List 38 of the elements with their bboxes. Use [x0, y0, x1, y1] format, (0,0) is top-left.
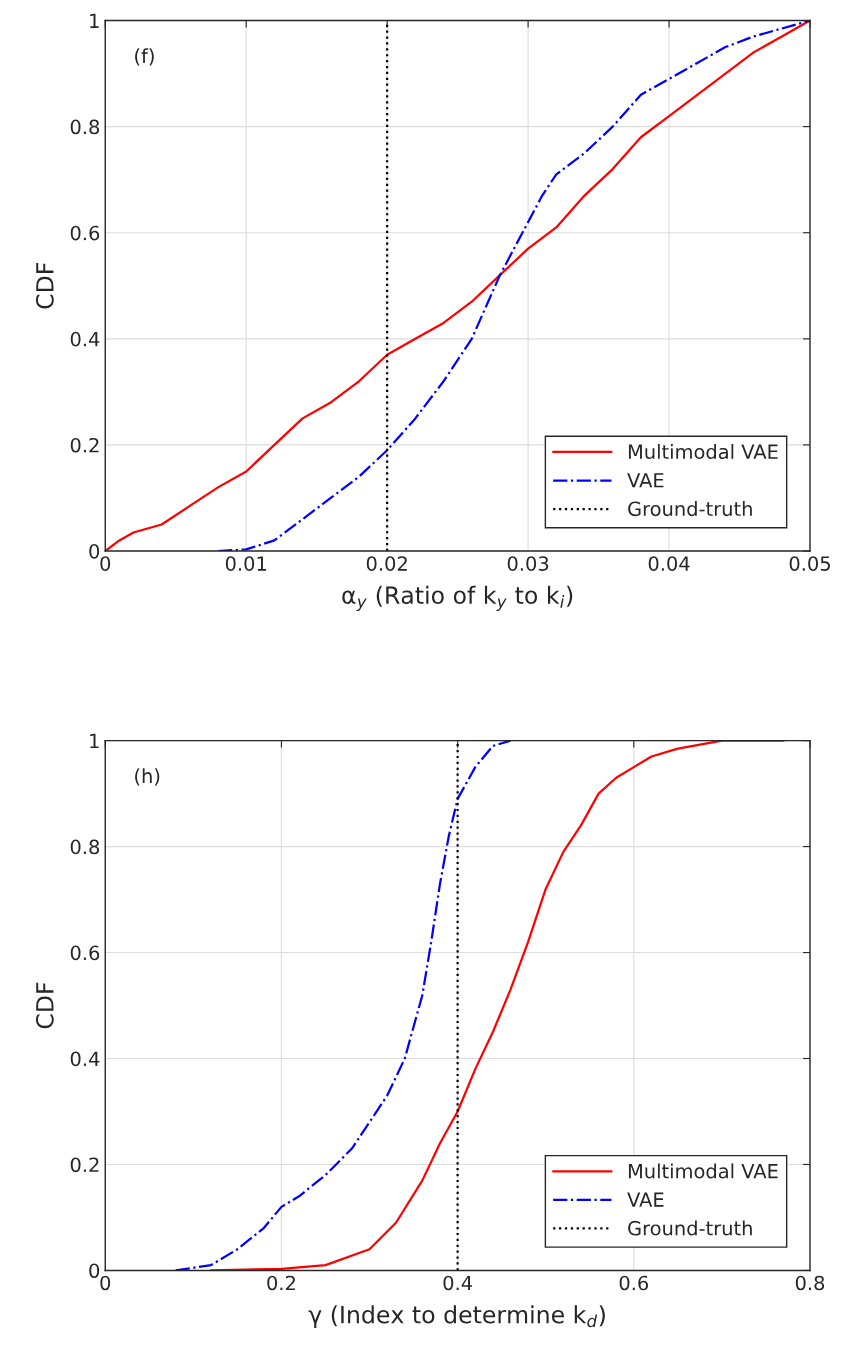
x-axis-title: γ (Index to determine k$_{d}$) — [308, 1305, 605, 1329]
y-tick-label: 0.6 — [70, 225, 100, 241]
x-tick-label: 0.2 — [267, 1275, 295, 1291]
x-tick-label: 0.4 — [443, 1275, 472, 1291]
legend-label: VAE — [627, 473, 664, 488]
y-tick-label: 0.4 — [70, 1051, 100, 1067]
line-series — [209, 740, 785, 1271]
y-tick-label: 0.2 — [70, 437, 99, 453]
y-tick-label: 0.8 — [70, 839, 100, 855]
x-tick-label: 0.8 — [795, 1275, 825, 1291]
legend-label: Multimodal VAE — [628, 444, 778, 460]
line-series — [105, 20, 810, 552]
annotation: (f) — [135, 48, 154, 66]
legend-label: Ground-truth — [628, 1220, 752, 1236]
x-tick-label: 0.01 — [225, 556, 267, 571]
x-tick-label: 0.05 — [789, 556, 830, 571]
x-tick-label: 0.04 — [648, 556, 690, 571]
x-tick-label: 0.6 — [619, 1275, 649, 1291]
x-tick-label: 0.02 — [366, 556, 407, 571]
legend-label: Multimodal VAE — [628, 1163, 778, 1179]
x-tick-label: 0 — [100, 1275, 111, 1291]
annotation: (h) — [135, 768, 160, 786]
y-tick-label: 0.8 — [70, 119, 100, 135]
y-axis-title: CDF — [35, 982, 54, 1029]
y-tick-label: 0.4 — [70, 331, 100, 347]
line-series — [174, 740, 512, 1271]
y-tick-label: 1 — [90, 13, 99, 28]
x-tick-label: 0 — [100, 556, 111, 571]
x-tick-label: 0.03 — [507, 556, 549, 571]
y-tick-label: 0 — [89, 543, 100, 559]
x-axis-title: α$_{y}$ (Ratio of k$_{y}$ to k$_{i}$) — [342, 585, 573, 612]
y-axis-title: CDF — [35, 263, 54, 309]
legend-label: VAE — [627, 1192, 664, 1207]
y-tick-label: 0 — [89, 1263, 100, 1279]
y-tick-label: 1 — [90, 733, 99, 749]
y-tick-label: 0.2 — [70, 1157, 99, 1173]
legend-label: Ground-truth — [628, 501, 752, 517]
y-tick-label: 0.6 — [70, 945, 100, 961]
